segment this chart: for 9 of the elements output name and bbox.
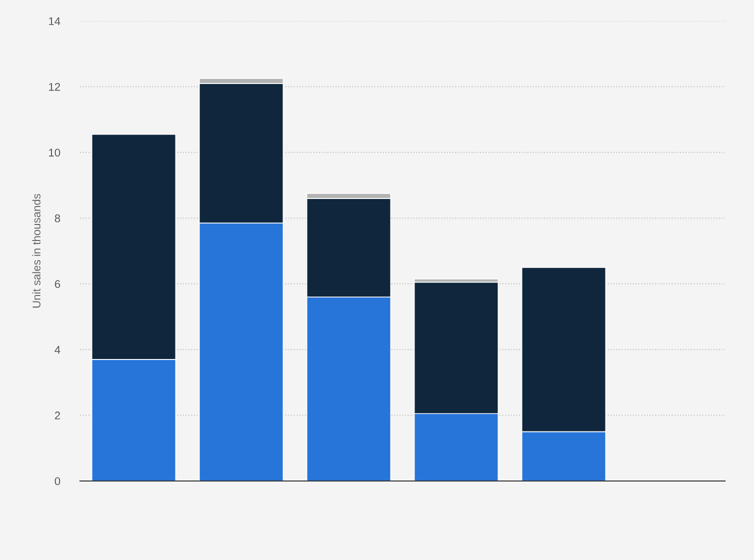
y-tick-label: 4 <box>54 346 60 354</box>
y-tick-label: 12 <box>49 82 60 91</box>
y-tick-label: 2 <box>54 412 60 420</box>
y-tick-label: 10 <box>49 148 60 157</box>
y-tick-label: 6 <box>54 280 60 288</box>
y-tick-label: 8 <box>54 214 60 222</box>
y-tick-label: 0 <box>54 477 60 486</box>
y-axis-title: Unit sales in thousands <box>32 194 40 308</box>
y-tick-label: 14 <box>49 17 60 26</box>
